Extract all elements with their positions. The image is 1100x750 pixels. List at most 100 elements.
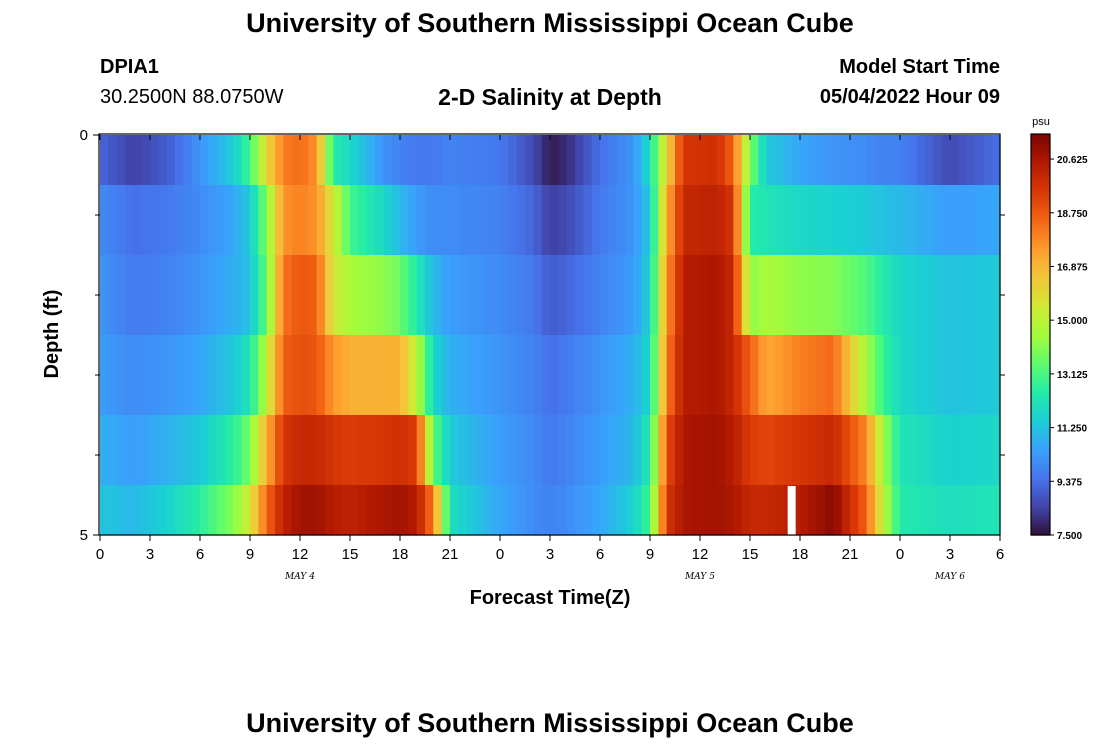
heatmap-cell xyxy=(275,485,284,536)
heatmap-cell xyxy=(800,485,809,536)
heatmap-cell xyxy=(883,185,893,256)
heatmap-cell xyxy=(358,415,368,486)
heatmap-cell xyxy=(725,255,734,336)
heatmap-cell xyxy=(925,185,934,256)
heatmap-cell xyxy=(233,335,243,416)
heatmap-cell xyxy=(650,415,659,486)
heatmap-cell xyxy=(141,255,151,336)
heatmap-cell xyxy=(491,135,501,186)
heatmap-cell xyxy=(191,255,201,336)
heatmap-cell xyxy=(908,485,918,536)
heatmap-cell xyxy=(291,185,301,256)
heatmap-cell xyxy=(716,485,726,536)
heatmap-cell xyxy=(166,335,176,416)
heatmap-cell xyxy=(600,255,609,336)
heatmap-cell xyxy=(191,135,201,186)
heatmap-cell xyxy=(275,135,284,186)
heatmap-cell xyxy=(875,185,884,256)
heatmap-cell xyxy=(666,255,676,336)
heatmap-cell xyxy=(941,185,951,256)
heatmap-cell xyxy=(941,135,951,186)
heatmap-cell xyxy=(283,185,293,256)
heatmap-cell xyxy=(116,135,126,186)
heatmap-cell xyxy=(625,185,634,256)
colorbar-segment xyxy=(1031,471,1050,476)
heatmap-cell xyxy=(275,185,284,256)
heatmap-cell xyxy=(641,335,651,416)
x-tick-label: 6 xyxy=(996,546,1004,563)
heatmap-cell xyxy=(525,335,534,416)
heatmap-cell xyxy=(358,185,368,256)
heatmap-cell xyxy=(700,255,709,336)
heatmap-cell xyxy=(741,255,751,336)
heatmap-cell xyxy=(700,135,709,186)
heatmap-cell xyxy=(591,415,601,486)
heatmap-cell xyxy=(225,485,234,536)
heatmap-cell xyxy=(158,135,168,186)
colorbar-segment xyxy=(1031,324,1050,329)
heatmap-cell xyxy=(525,135,534,186)
heatmap-cell xyxy=(800,335,809,416)
heatmap-cell xyxy=(350,485,359,536)
heatmap-cell xyxy=(966,415,976,486)
heatmap-cell xyxy=(250,185,259,256)
heatmap-cell xyxy=(641,185,651,256)
colorbar-segment xyxy=(1031,250,1050,255)
heatmap-cell xyxy=(733,135,743,186)
heatmap-cell xyxy=(950,415,959,486)
heatmap-cell xyxy=(483,415,493,486)
heatmap-cell xyxy=(200,255,209,336)
colorbar-segment xyxy=(1031,461,1050,466)
heatmap-cell xyxy=(491,255,501,336)
heatmap-cell xyxy=(633,185,643,256)
heatmap-cell xyxy=(533,135,543,186)
heatmap-cell xyxy=(550,135,559,186)
heatmap-cell xyxy=(666,185,676,256)
heatmap-cell xyxy=(433,485,443,536)
heatmap-cell xyxy=(708,485,718,536)
heatmap-cell xyxy=(391,485,401,536)
heatmap-cell xyxy=(800,185,809,256)
heatmap-cell xyxy=(825,415,834,486)
heatmap-cell xyxy=(600,185,609,256)
heatmap-cell xyxy=(600,135,609,186)
heatmap-cell xyxy=(325,415,334,486)
heatmap-cell xyxy=(475,485,484,536)
heatmap-cell xyxy=(200,335,209,416)
heatmap-cell xyxy=(558,135,568,186)
heatmap-cell xyxy=(808,415,818,486)
x-tick-label: 0 xyxy=(496,546,504,563)
heatmap-cell xyxy=(591,485,601,536)
heatmap-cell xyxy=(591,335,601,416)
colorbar-segment xyxy=(1031,401,1050,406)
heatmap-cell xyxy=(100,485,109,536)
heatmap-cell xyxy=(408,335,418,416)
colorbar-segment xyxy=(1031,220,1050,225)
heatmap-cell xyxy=(858,255,868,336)
colorbar-segment xyxy=(1031,260,1050,265)
heatmap-cell xyxy=(858,335,868,416)
heatmap-cell xyxy=(633,485,643,536)
heatmap-cell xyxy=(108,255,118,336)
heatmap-cell xyxy=(358,485,368,536)
heatmap-cell xyxy=(308,255,318,336)
heatmap-cell xyxy=(341,135,351,186)
heatmap-cell xyxy=(966,485,976,536)
heatmap-cell xyxy=(616,255,626,336)
heatmap-cell xyxy=(250,415,259,486)
heatmap-cell xyxy=(950,485,959,536)
heatmap-cell xyxy=(250,255,259,336)
heatmap-cell xyxy=(216,255,226,336)
heatmap-cell xyxy=(633,255,643,336)
colorbar-segment xyxy=(1031,484,1050,489)
heatmap-cell xyxy=(916,185,926,256)
heatmap-cell xyxy=(533,485,543,536)
heatmap-cell xyxy=(208,415,218,486)
heatmap-cell xyxy=(541,135,551,186)
heatmap-cell xyxy=(550,485,559,536)
heatmap-cell xyxy=(583,185,593,256)
heatmap-cell xyxy=(825,255,834,336)
heatmap-cell xyxy=(991,335,1001,416)
colorbar-segment xyxy=(1031,521,1050,526)
colorbar-segment xyxy=(1031,234,1050,239)
